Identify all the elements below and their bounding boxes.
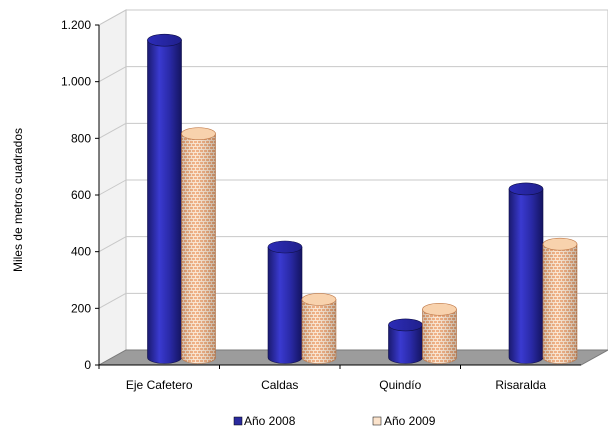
legend-label-2008: Año 2008 [244,414,296,428]
x-tick-label: Eje Cafetero [126,378,193,392]
y-tick-label: 0 [84,358,91,372]
bar-2008-caldas [267,240,303,364]
gridline-side [98,122,127,139]
legend-item-2009: Año 2009 [372,414,436,428]
y-tick-label: 200 [71,301,91,315]
bar-2009-caldas [301,293,337,364]
legend-item-2008: Año 2008 [233,414,296,428]
y-axis-label: Miles de metros cuadrados [11,128,25,272]
y-tick-labels: 0 200 400 600 800 1.000 1.200 [61,18,99,372]
bar-2008-quind-o [388,318,423,364]
bar-2009-quind-o [422,303,457,364]
y-tick-label: 600 [71,188,91,202]
y-tick-label: 1.200 [61,18,91,32]
x-tick-labels: Eje Cafetero Caldas Quindío Risaralda [98,365,546,392]
bar-2009-eje-cafetero [181,127,216,364]
y-tick-label: 800 [71,131,91,145]
x-tick-label: Caldas [261,378,298,392]
gridline-side [98,9,127,26]
gridline-side [98,66,127,83]
legend-swatch-2009 [372,416,382,426]
x-tick-label: Risaralda [495,378,546,392]
legend: Año 2008 Año 2009 [233,414,436,428]
x-tick-label: Quindío [379,378,421,392]
gridline-side [98,292,127,309]
y-tick-label: 1.000 [61,75,91,89]
bar-2008-risaralda [508,182,544,364]
gridline-side [98,179,127,196]
bar-2009-risaralda [542,237,578,364]
gridline-side [98,236,127,253]
legend-swatch-2008 [233,416,243,426]
y-tick-label: 400 [71,245,91,259]
legend-label-2009: Año 2009 [384,414,436,428]
bars [147,33,578,364]
bar-2008-eje-cafetero [147,33,182,364]
